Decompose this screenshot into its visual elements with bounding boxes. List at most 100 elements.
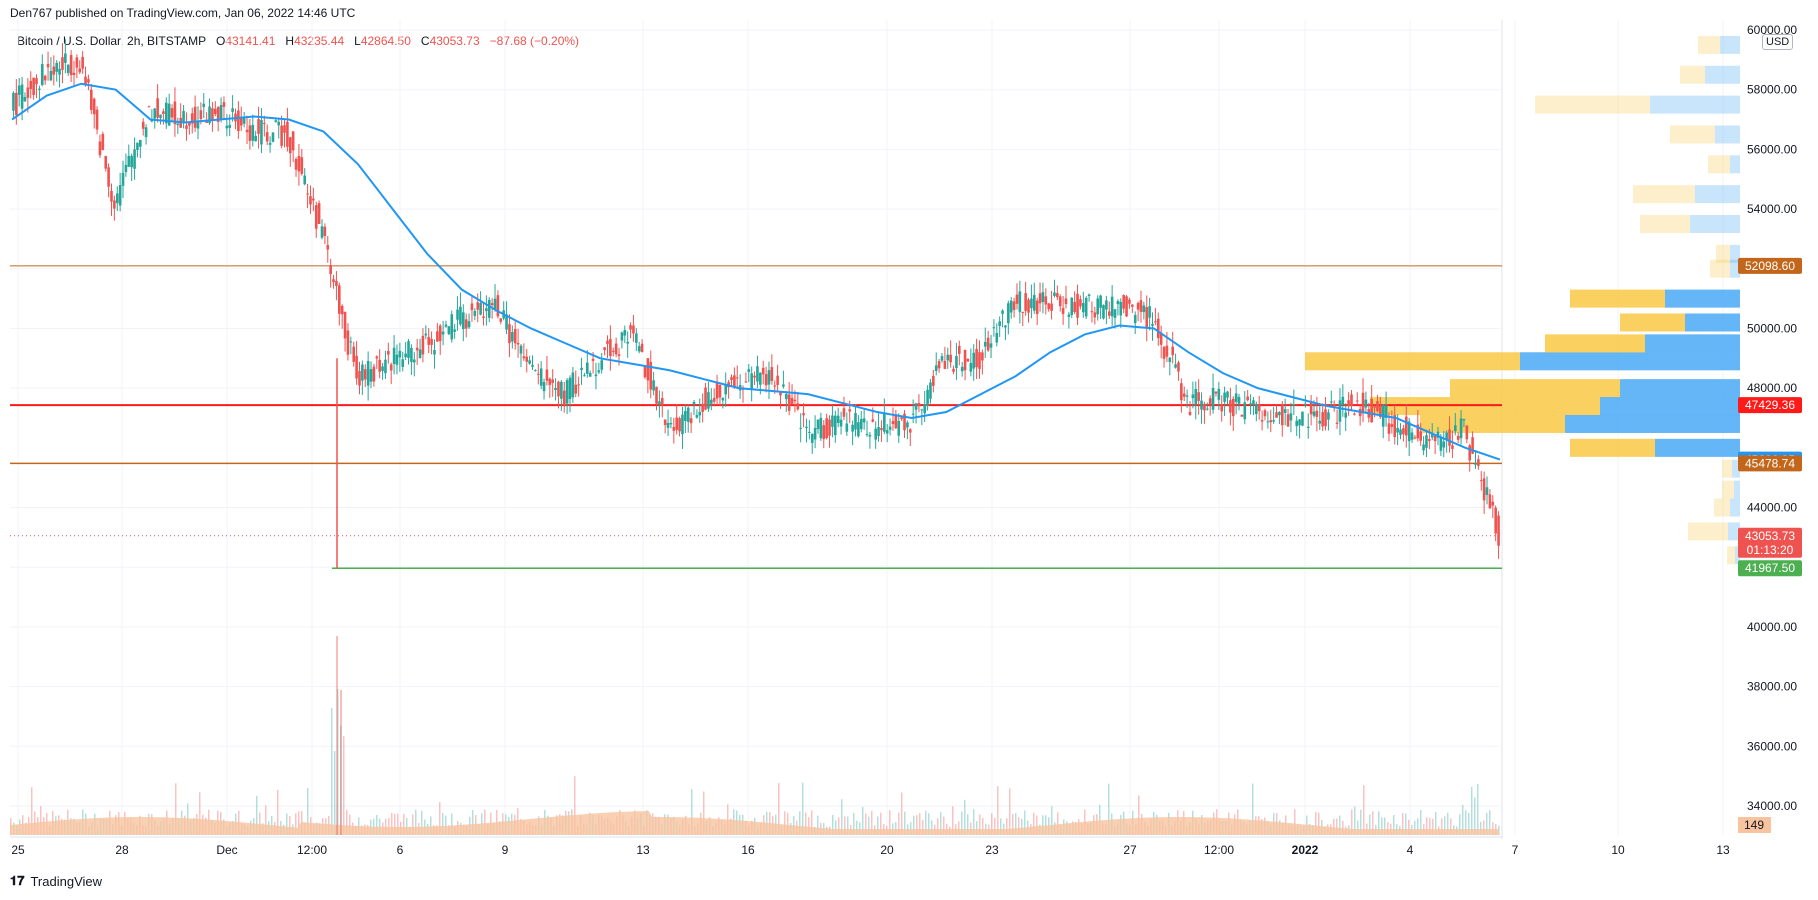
volume-ma-area bbox=[10, 811, 1500, 835]
volume-bar bbox=[1477, 784, 1479, 835]
candle-body bbox=[934, 365, 938, 372]
volume-bar bbox=[865, 813, 867, 835]
candle-body bbox=[170, 108, 174, 118]
volume-bar bbox=[1471, 786, 1473, 835]
candle-body bbox=[808, 431, 811, 433]
volume-bar bbox=[1468, 813, 1470, 835]
candle-body bbox=[614, 343, 618, 355]
open-label: O bbox=[215, 34, 226, 48]
volume-profile-bar-down bbox=[1698, 35, 1720, 54]
candle-body bbox=[606, 340, 609, 344]
candles bbox=[12, 39, 1500, 569]
candle-body bbox=[1168, 357, 1172, 363]
candle-body bbox=[378, 359, 381, 372]
volume-label-badge bbox=[1738, 817, 1771, 833]
candle-body bbox=[1018, 291, 1022, 312]
candle-body bbox=[851, 424, 854, 432]
candle-body bbox=[825, 418, 828, 439]
volume-bar bbox=[1414, 820, 1416, 835]
candle-body bbox=[779, 392, 782, 396]
volume-profile-bar-up bbox=[1650, 95, 1740, 114]
volume-profile-va-up bbox=[1520, 352, 1740, 371]
candle-body bbox=[1208, 398, 1212, 405]
candle-body bbox=[277, 121, 281, 126]
currency-badge[interactable]: USD bbox=[1762, 34, 1794, 50]
candle-body bbox=[1399, 429, 1402, 435]
candle-body bbox=[1442, 441, 1446, 448]
volume-bar bbox=[835, 820, 837, 835]
candle-body bbox=[265, 132, 269, 142]
candle-body bbox=[747, 369, 751, 373]
volume-bar bbox=[439, 802, 441, 835]
candle-body bbox=[26, 87, 30, 98]
candle-body bbox=[476, 302, 480, 310]
candle-body bbox=[767, 370, 771, 385]
candle-body bbox=[1404, 416, 1408, 436]
symbol-name[interactable]: Bitcoin / U.S. Dollar, 2h, BITSTAMP bbox=[17, 34, 206, 48]
candle-body bbox=[1327, 412, 1330, 420]
candle-body bbox=[202, 103, 206, 108]
candle-body bbox=[1064, 298, 1068, 305]
candle-body bbox=[1194, 388, 1198, 406]
candle-body bbox=[369, 369, 373, 382]
candle-body bbox=[663, 419, 667, 425]
candle-body bbox=[1338, 400, 1342, 422]
candle-body bbox=[1237, 396, 1241, 404]
candle-body bbox=[946, 354, 950, 361]
candle-body bbox=[1056, 293, 1059, 298]
volume-bar bbox=[1033, 812, 1035, 835]
candle-body bbox=[118, 185, 122, 206]
volume-bar bbox=[1444, 816, 1446, 835]
candle-body bbox=[1361, 392, 1365, 414]
candle-body bbox=[819, 417, 823, 439]
candle-body bbox=[534, 370, 537, 372]
volume-bar bbox=[841, 799, 843, 835]
candle-body bbox=[222, 102, 226, 107]
candle-body bbox=[139, 139, 142, 147]
candle-body bbox=[1416, 424, 1420, 439]
volume-bar bbox=[1021, 818, 1023, 835]
volume-bar bbox=[349, 814, 351, 835]
footer-brand[interactable]: 𝟏𝟕 TradingView bbox=[10, 873, 102, 889]
volume-bar bbox=[1108, 783, 1110, 835]
candle-body bbox=[966, 358, 970, 362]
candle-body bbox=[35, 78, 38, 85]
candle-body bbox=[485, 308, 488, 312]
volume-bar bbox=[1354, 806, 1356, 835]
candle-body bbox=[1456, 435, 1460, 440]
grid-lines bbox=[10, 20, 1724, 835]
candle-body bbox=[173, 101, 177, 125]
close-label: C bbox=[420, 34, 430, 48]
tradingview-logo-icon: 𝟏𝟕 bbox=[10, 873, 25, 888]
time-axis-label: 6 bbox=[397, 843, 404, 857]
volume-bar bbox=[1405, 813, 1407, 835]
candle-body bbox=[888, 426, 892, 430]
candle-body bbox=[92, 98, 96, 115]
candle-body bbox=[571, 372, 575, 398]
candle-body bbox=[686, 407, 690, 422]
volume-bar bbox=[805, 812, 807, 835]
volume-bar bbox=[451, 813, 453, 835]
candle-body bbox=[710, 399, 713, 404]
candle-body bbox=[1125, 296, 1128, 317]
volume-bar bbox=[922, 820, 924, 835]
price-tick-label: 60000.00 bbox=[1747, 23, 1797, 37]
candle-body bbox=[1295, 420, 1298, 427]
candle-body bbox=[493, 298, 497, 310]
candle-body bbox=[1053, 292, 1056, 296]
candle-body bbox=[894, 414, 898, 429]
volume-bar bbox=[916, 815, 918, 835]
price-tick-label: 54000.00 bbox=[1747, 202, 1797, 216]
candle-body bbox=[1032, 295, 1036, 311]
candle-body bbox=[1035, 300, 1039, 315]
candle-body bbox=[1214, 391, 1218, 394]
volume-bar bbox=[289, 816, 291, 835]
candle-body bbox=[1197, 392, 1200, 401]
volume-bar bbox=[973, 809, 975, 835]
candle-body bbox=[701, 403, 704, 412]
volume-bar bbox=[403, 813, 405, 835]
candle-body bbox=[404, 353, 407, 358]
volume-bar bbox=[31, 787, 33, 835]
volume-bar bbox=[1474, 797, 1476, 835]
